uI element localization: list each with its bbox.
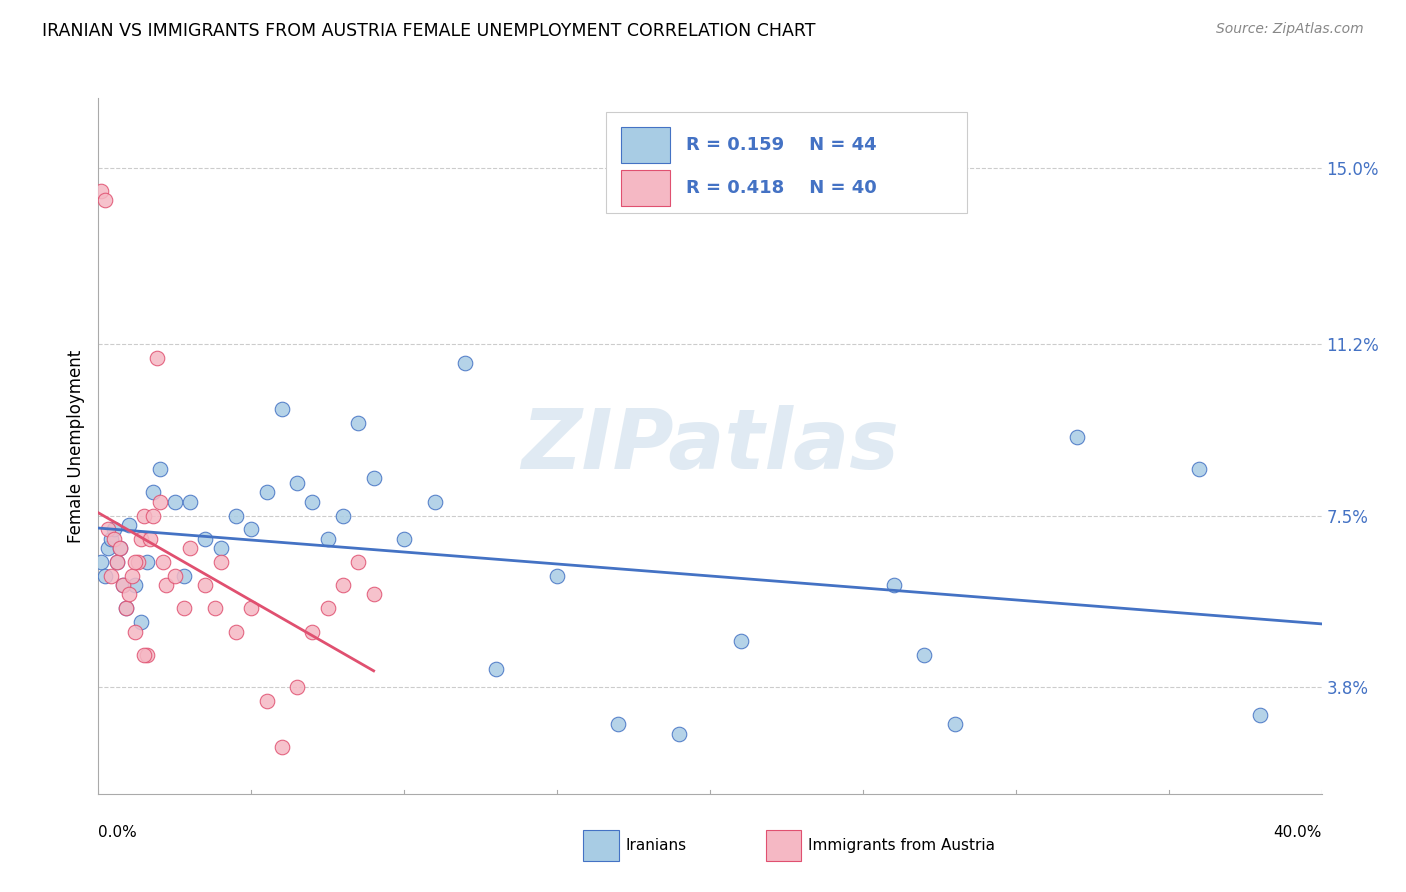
Point [103, 523, 125, 537]
Point [105, 555, 128, 569]
Point [100, 532, 122, 546]
Point [301, 494, 323, 508]
Point [347, 416, 370, 430]
Text: IRANIAN VS IMMIGRANTS FROM AUSTRIA FEMALE UNEMPLOYMENT CORRELATION CHART: IRANIAN VS IMMIGRANTS FROM AUSTRIA FEMAL… [42, 22, 815, 40]
Point [111, 578, 134, 592]
Point [607, 717, 630, 731]
Point [285, 476, 308, 491]
Point [134, 508, 156, 523]
Point [145, 351, 167, 365]
Point [363, 587, 385, 601]
Point [943, 717, 966, 731]
Point [423, 494, 446, 508]
Point [546, 569, 568, 583]
Text: 0.0%: 0.0% [98, 825, 138, 840]
Point [152, 555, 174, 569]
Point [194, 578, 217, 592]
Point [124, 555, 146, 569]
Point [668, 726, 690, 740]
Point [118, 587, 141, 601]
Point [179, 541, 201, 555]
Point [485, 662, 508, 676]
Point [103, 532, 125, 546]
Point [90, 184, 112, 198]
Point [108, 541, 131, 555]
Point [136, 648, 159, 662]
FancyBboxPatch shape [620, 169, 669, 206]
Point [139, 532, 162, 546]
Point [142, 508, 165, 523]
Text: Immigrants from Austria: Immigrants from Austria [808, 838, 995, 853]
Point [179, 494, 201, 508]
Point [316, 532, 339, 546]
Point [108, 541, 131, 555]
Point [149, 462, 172, 476]
Point [332, 578, 354, 592]
Point [127, 555, 149, 569]
Point [115, 601, 138, 615]
Point [316, 601, 339, 615]
Point [136, 555, 159, 569]
Point [121, 569, 143, 583]
Point [111, 578, 134, 592]
Point [124, 578, 146, 592]
Text: R = 0.418    N = 40: R = 0.418 N = 40 [686, 179, 876, 197]
Point [97, 523, 120, 537]
Point [115, 601, 138, 615]
Point [194, 532, 217, 546]
Point [1188, 462, 1211, 476]
Text: R = 0.159    N = 44: R = 0.159 N = 44 [686, 136, 876, 153]
Point [93, 569, 115, 583]
Point [204, 601, 226, 615]
Y-axis label: Female Unemployment: Female Unemployment [66, 350, 84, 542]
Point [105, 555, 128, 569]
Point [118, 517, 141, 532]
Text: Iranians: Iranians [626, 838, 686, 853]
Point [209, 541, 232, 555]
Point [142, 485, 165, 500]
Point [149, 494, 172, 508]
Point [155, 578, 177, 592]
Point [256, 485, 278, 500]
Point [883, 578, 905, 592]
Point [332, 508, 354, 523]
Point [912, 648, 935, 662]
Point [209, 555, 232, 569]
Point [392, 532, 416, 546]
Text: Source: ZipAtlas.com: Source: ZipAtlas.com [1216, 22, 1364, 37]
Point [240, 523, 263, 537]
Point [173, 569, 195, 583]
Point [225, 508, 247, 523]
Point [240, 601, 263, 615]
Point [124, 624, 146, 639]
Point [301, 624, 323, 639]
Point [270, 401, 292, 416]
Point [363, 471, 385, 485]
Point [285, 680, 308, 694]
FancyBboxPatch shape [620, 127, 669, 163]
Point [134, 648, 156, 662]
Point [129, 615, 152, 630]
Point [347, 555, 370, 569]
Point [93, 193, 115, 207]
Point [100, 569, 122, 583]
Point [90, 555, 112, 569]
Text: ZIPatlas: ZIPatlas [522, 406, 898, 486]
FancyBboxPatch shape [606, 112, 967, 213]
Point [730, 633, 752, 648]
Point [173, 601, 195, 615]
Point [256, 694, 278, 708]
Point [225, 624, 247, 639]
Point [97, 541, 120, 555]
Point [163, 569, 186, 583]
Text: 40.0%: 40.0% [1274, 825, 1322, 840]
Point [1066, 430, 1088, 444]
Point [270, 740, 292, 755]
Point [163, 494, 186, 508]
Point [454, 355, 477, 369]
Point [1249, 708, 1271, 723]
Point [129, 532, 152, 546]
